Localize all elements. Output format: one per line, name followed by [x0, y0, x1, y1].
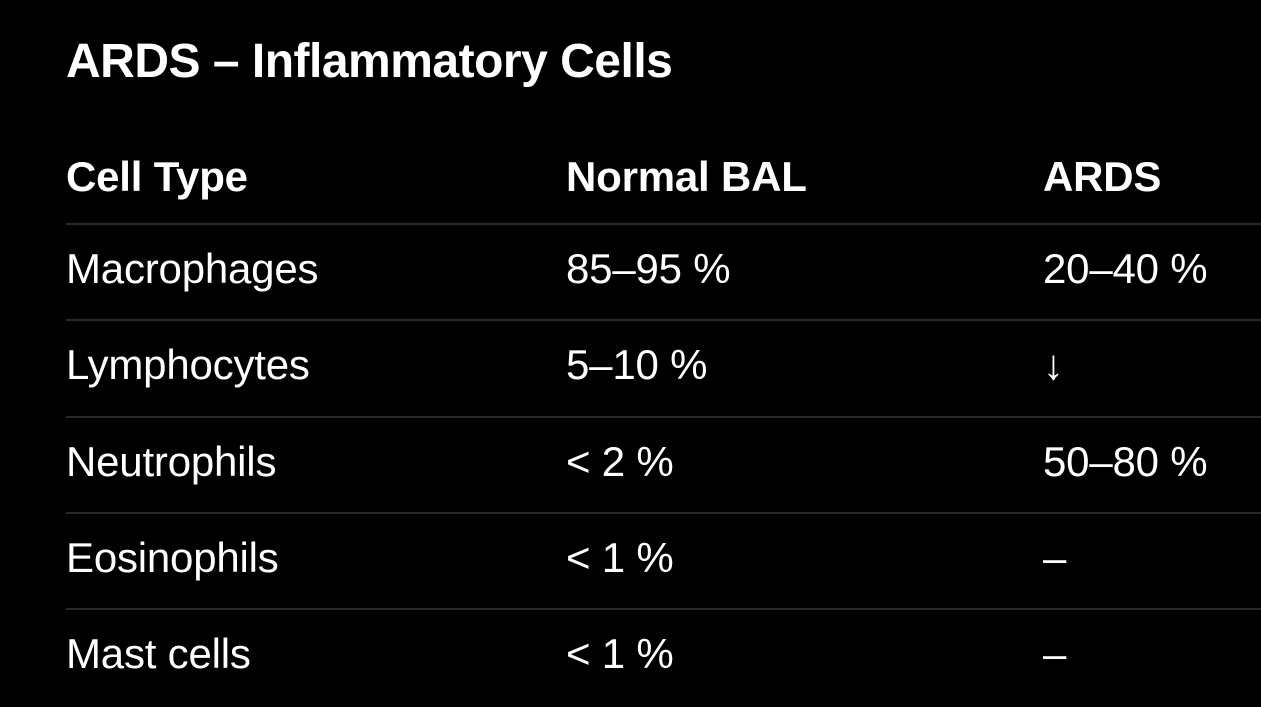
table-row-macrophages: Macrophages 85–95 % 20–40 %: [66, 223, 1261, 319]
ards-value-down-arrow: ↓: [1043, 341, 1064, 389]
cell-type-value: Mast cells: [66, 630, 251, 678]
table-row-lymphocytes: Lymphocytes 5–10 % ↓: [66, 319, 1261, 415]
page-title: ARDS – Inflammatory Cells: [66, 35, 673, 88]
ards-value-dash: –: [1043, 534, 1067, 582]
table-header-row: Cell Type Normal BAL ARDS: [66, 130, 1261, 223]
column-header-normal-bal: Normal BAL: [566, 152, 807, 200]
normal-bal-value: < 2 %: [566, 437, 674, 485]
ards-value: 50–80 %: [1043, 437, 1208, 485]
table-row-eosinophils: Eosinophils < 1 % –: [66, 511, 1261, 608]
cell-type-value: Lymphocytes: [66, 341, 310, 389]
normal-bal-value: 85–95 %: [566, 245, 731, 293]
table-row-neutrophils: Neutrophils < 2 % 50–80 %: [66, 415, 1261, 512]
ards-value-dash: –: [1043, 630, 1067, 678]
table-row-mast-cells: Mast cells < 1 % –: [66, 608, 1261, 704]
normal-bal-value: < 1 %: [566, 534, 674, 582]
normal-bal-value: 5–10 %: [566, 341, 708, 389]
cell-type-value: Eosinophils: [66, 534, 279, 582]
inflammatory-cells-table: Cell Type Normal BAL ARDS Macrophages 85…: [66, 130, 1261, 704]
cell-type-value: Neutrophils: [66, 437, 277, 485]
cell-type-value: Macrophages: [66, 245, 319, 293]
column-header-cell-type: Cell Type: [66, 152, 248, 200]
normal-bal-value: < 1 %: [566, 630, 674, 678]
ards-value: 20–40 %: [1043, 245, 1208, 293]
column-header-ards: ARDS: [1043, 152, 1162, 200]
